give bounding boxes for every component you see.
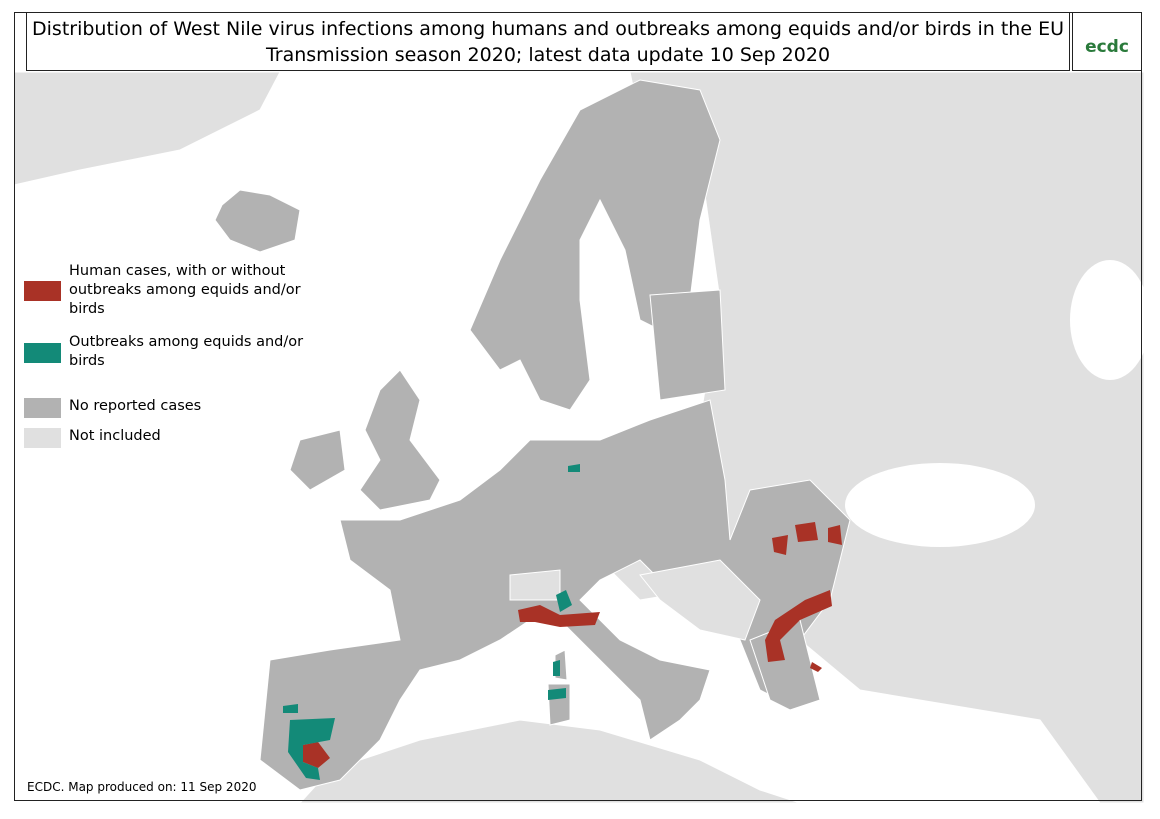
- legend-item: Outbreaks among equids and/or birds: [24, 333, 324, 371]
- region: [518, 605, 600, 627]
- region: [810, 662, 822, 672]
- region: [303, 742, 330, 768]
- ireland: [289, 429, 346, 491]
- title: Distribution of West Nile virus infectio…: [32, 18, 1064, 40]
- legend-label: Outbreaks among equids and/or birds: [69, 334, 304, 369]
- region: [772, 535, 788, 555]
- region: [548, 688, 566, 700]
- region: [288, 718, 335, 780]
- region: [556, 590, 572, 612]
- legend-swatch: [24, 398, 61, 418]
- human-case-areas: [303, 522, 842, 768]
- region: [765, 590, 832, 662]
- legend-swatch: [24, 281, 61, 301]
- logo: ecdc: [1072, 12, 1142, 71]
- animal-outbreak-areas: [283, 464, 580, 780]
- non-included-areas: [13, 71, 1145, 804]
- legend-label: No reported cases: [69, 398, 202, 414]
- legend-swatch: [24, 343, 61, 363]
- legend-item: No reported cases: [24, 397, 324, 418]
- region: [828, 525, 842, 545]
- subtitle: Transmission season 2020; latest data up…: [265, 44, 831, 66]
- iceland: [214, 189, 301, 253]
- great-britain: [359, 369, 441, 511]
- legend-item: Human cases, with or without outbreaks a…: [24, 262, 324, 319]
- region: [795, 522, 818, 542]
- non-included-inner: [509, 559, 761, 641]
- legend-swatch: [24, 428, 61, 448]
- logo-text: ecdc: [1085, 37, 1129, 57]
- region: [568, 464, 580, 472]
- baltics: [649, 289, 726, 401]
- region: [283, 704, 298, 713]
- footer: ECDC. Map produced on: 11 Sep 2020: [27, 780, 257, 794]
- legend-label: Human cases, with or without outbreaks a…: [69, 263, 301, 317]
- legend-label: Not included: [69, 428, 161, 444]
- legend-item: Not included: [24, 427, 324, 448]
- region: [553, 660, 560, 676]
- caspian-sea: [1070, 260, 1150, 380]
- western-balkans: [639, 559, 761, 641]
- black-sea: [845, 463, 1035, 547]
- title-box: Distribution of West Nile virus infectio…: [26, 12, 1070, 71]
